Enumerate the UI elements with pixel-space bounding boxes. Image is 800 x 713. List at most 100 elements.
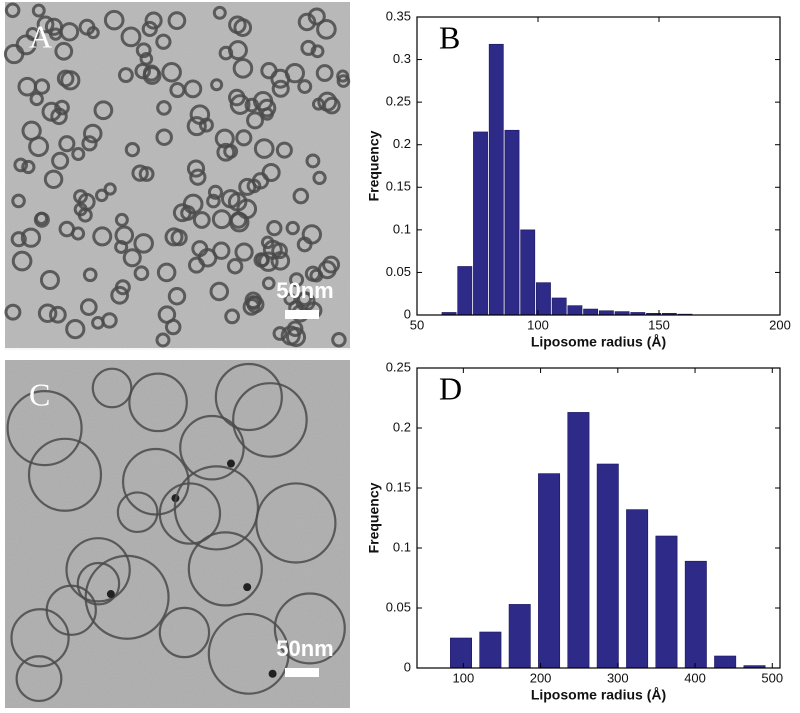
- liposome: [13, 157, 29, 173]
- liposome: [297, 79, 313, 94]
- bar: [488, 43, 504, 316]
- x-tick-label: 200: [769, 317, 791, 332]
- x-tick-label: 200: [530, 670, 552, 685]
- x-tick-label: 150: [648, 317, 670, 332]
- bar: [457, 266, 473, 316]
- liposome: [4, 2, 21, 19]
- liposome: [82, 123, 103, 144]
- bar: [508, 604, 531, 669]
- liposome: [155, 332, 171, 348]
- liposome: [37, 303, 58, 323]
- panel-label: A: [29, 18, 52, 54]
- liposome: [266, 219, 283, 237]
- x-tick-label: 300: [607, 670, 629, 685]
- liposome: [336, 69, 350, 83]
- liposome: [27, 437, 103, 512]
- liposome: [135, 42, 152, 59]
- liposome: [44, 17, 63, 36]
- micrograph-a: A 50nm: [3, 2, 351, 350]
- liposome: [91, 316, 105, 330]
- bar: [596, 463, 619, 669]
- liposome: [167, 287, 187, 306]
- liposome: [297, 12, 317, 32]
- liposome: [272, 326, 288, 341]
- liposome: [142, 66, 162, 85]
- liposome: [273, 592, 346, 665]
- liposome: [114, 212, 129, 227]
- liposome: [207, 612, 290, 695]
- x-axis-label: Liposome radius (Å): [531, 687, 666, 703]
- liposome: [117, 67, 134, 84]
- liposome: [82, 267, 98, 283]
- liposome: [255, 252, 270, 268]
- liposome: [103, 9, 125, 31]
- plot-frame: [416, 16, 781, 316]
- liposome: [307, 7, 326, 26]
- bar: [583, 308, 599, 316]
- liposome: [11, 250, 33, 272]
- bar: [567, 412, 590, 669]
- y-tick-label: 0.1: [393, 539, 411, 554]
- particle: [268, 669, 277, 678]
- particle: [226, 459, 235, 468]
- bar: [479, 631, 502, 669]
- liposome: [17, 76, 38, 97]
- liposome: [261, 276, 276, 291]
- liposome: [65, 537, 131, 603]
- liposome: [305, 153, 321, 169]
- noise: [5, 360, 350, 708]
- liposome: [285, 220, 300, 236]
- liposome: [232, 58, 254, 79]
- y-tick-label: 0.05: [386, 264, 411, 279]
- liposome: [255, 482, 337, 564]
- liposome: [232, 382, 308, 458]
- liposome: [289, 272, 305, 288]
- liposome: [120, 26, 142, 48]
- bar: [450, 637, 472, 669]
- x-tick-label: 50: [410, 317, 424, 332]
- bar: [504, 129, 520, 316]
- liposome: [71, 226, 86, 241]
- liposome: [246, 295, 265, 314]
- liposome: [54, 41, 74, 61]
- liposome: [155, 33, 172, 50]
- liposome: [336, 74, 351, 88]
- liposome: [315, 64, 334, 82]
- liposome: [121, 447, 190, 516]
- liposome: [164, 318, 182, 336]
- liposome: [275, 141, 293, 159]
- y-tick-label: 0.15: [386, 179, 411, 194]
- liposome: [110, 285, 129, 305]
- liposome: [187, 531, 263, 607]
- liposome: [167, 11, 187, 31]
- liposome: [206, 193, 221, 209]
- liposome: [94, 188, 109, 203]
- liposome: [4, 303, 22, 321]
- scale-bar: [285, 310, 319, 319]
- liposome: [45, 584, 97, 636]
- liposome: [84, 554, 170, 640]
- liposome: [155, 128, 173, 146]
- liposome: [183, 79, 203, 99]
- liposome: [214, 128, 235, 149]
- liposome: [253, 138, 275, 159]
- panel-label: D: [439, 370, 462, 406]
- micrograph-c: C 50nm: [5, 360, 350, 708]
- y-tick-label: 0.35: [386, 8, 411, 23]
- liposome: [192, 211, 211, 229]
- liposome: [54, 99, 70, 116]
- liposome: [116, 491, 159, 534]
- y-tick-label: 0: [404, 659, 411, 674]
- liposome: [261, 162, 281, 182]
- liposome: [6, 390, 83, 467]
- y-tick-label: 0.2: [393, 136, 411, 151]
- liposome: [244, 97, 260, 113]
- x-tick-label: 500: [761, 670, 783, 685]
- liposome: [36, 15, 55, 34]
- liposome: [228, 40, 248, 61]
- bar: [473, 131, 488, 316]
- liposome: [49, 305, 67, 324]
- liposome: [179, 414, 245, 481]
- y-axis-label: Frequency: [366, 482, 382, 553]
- liposome: [43, 169, 64, 190]
